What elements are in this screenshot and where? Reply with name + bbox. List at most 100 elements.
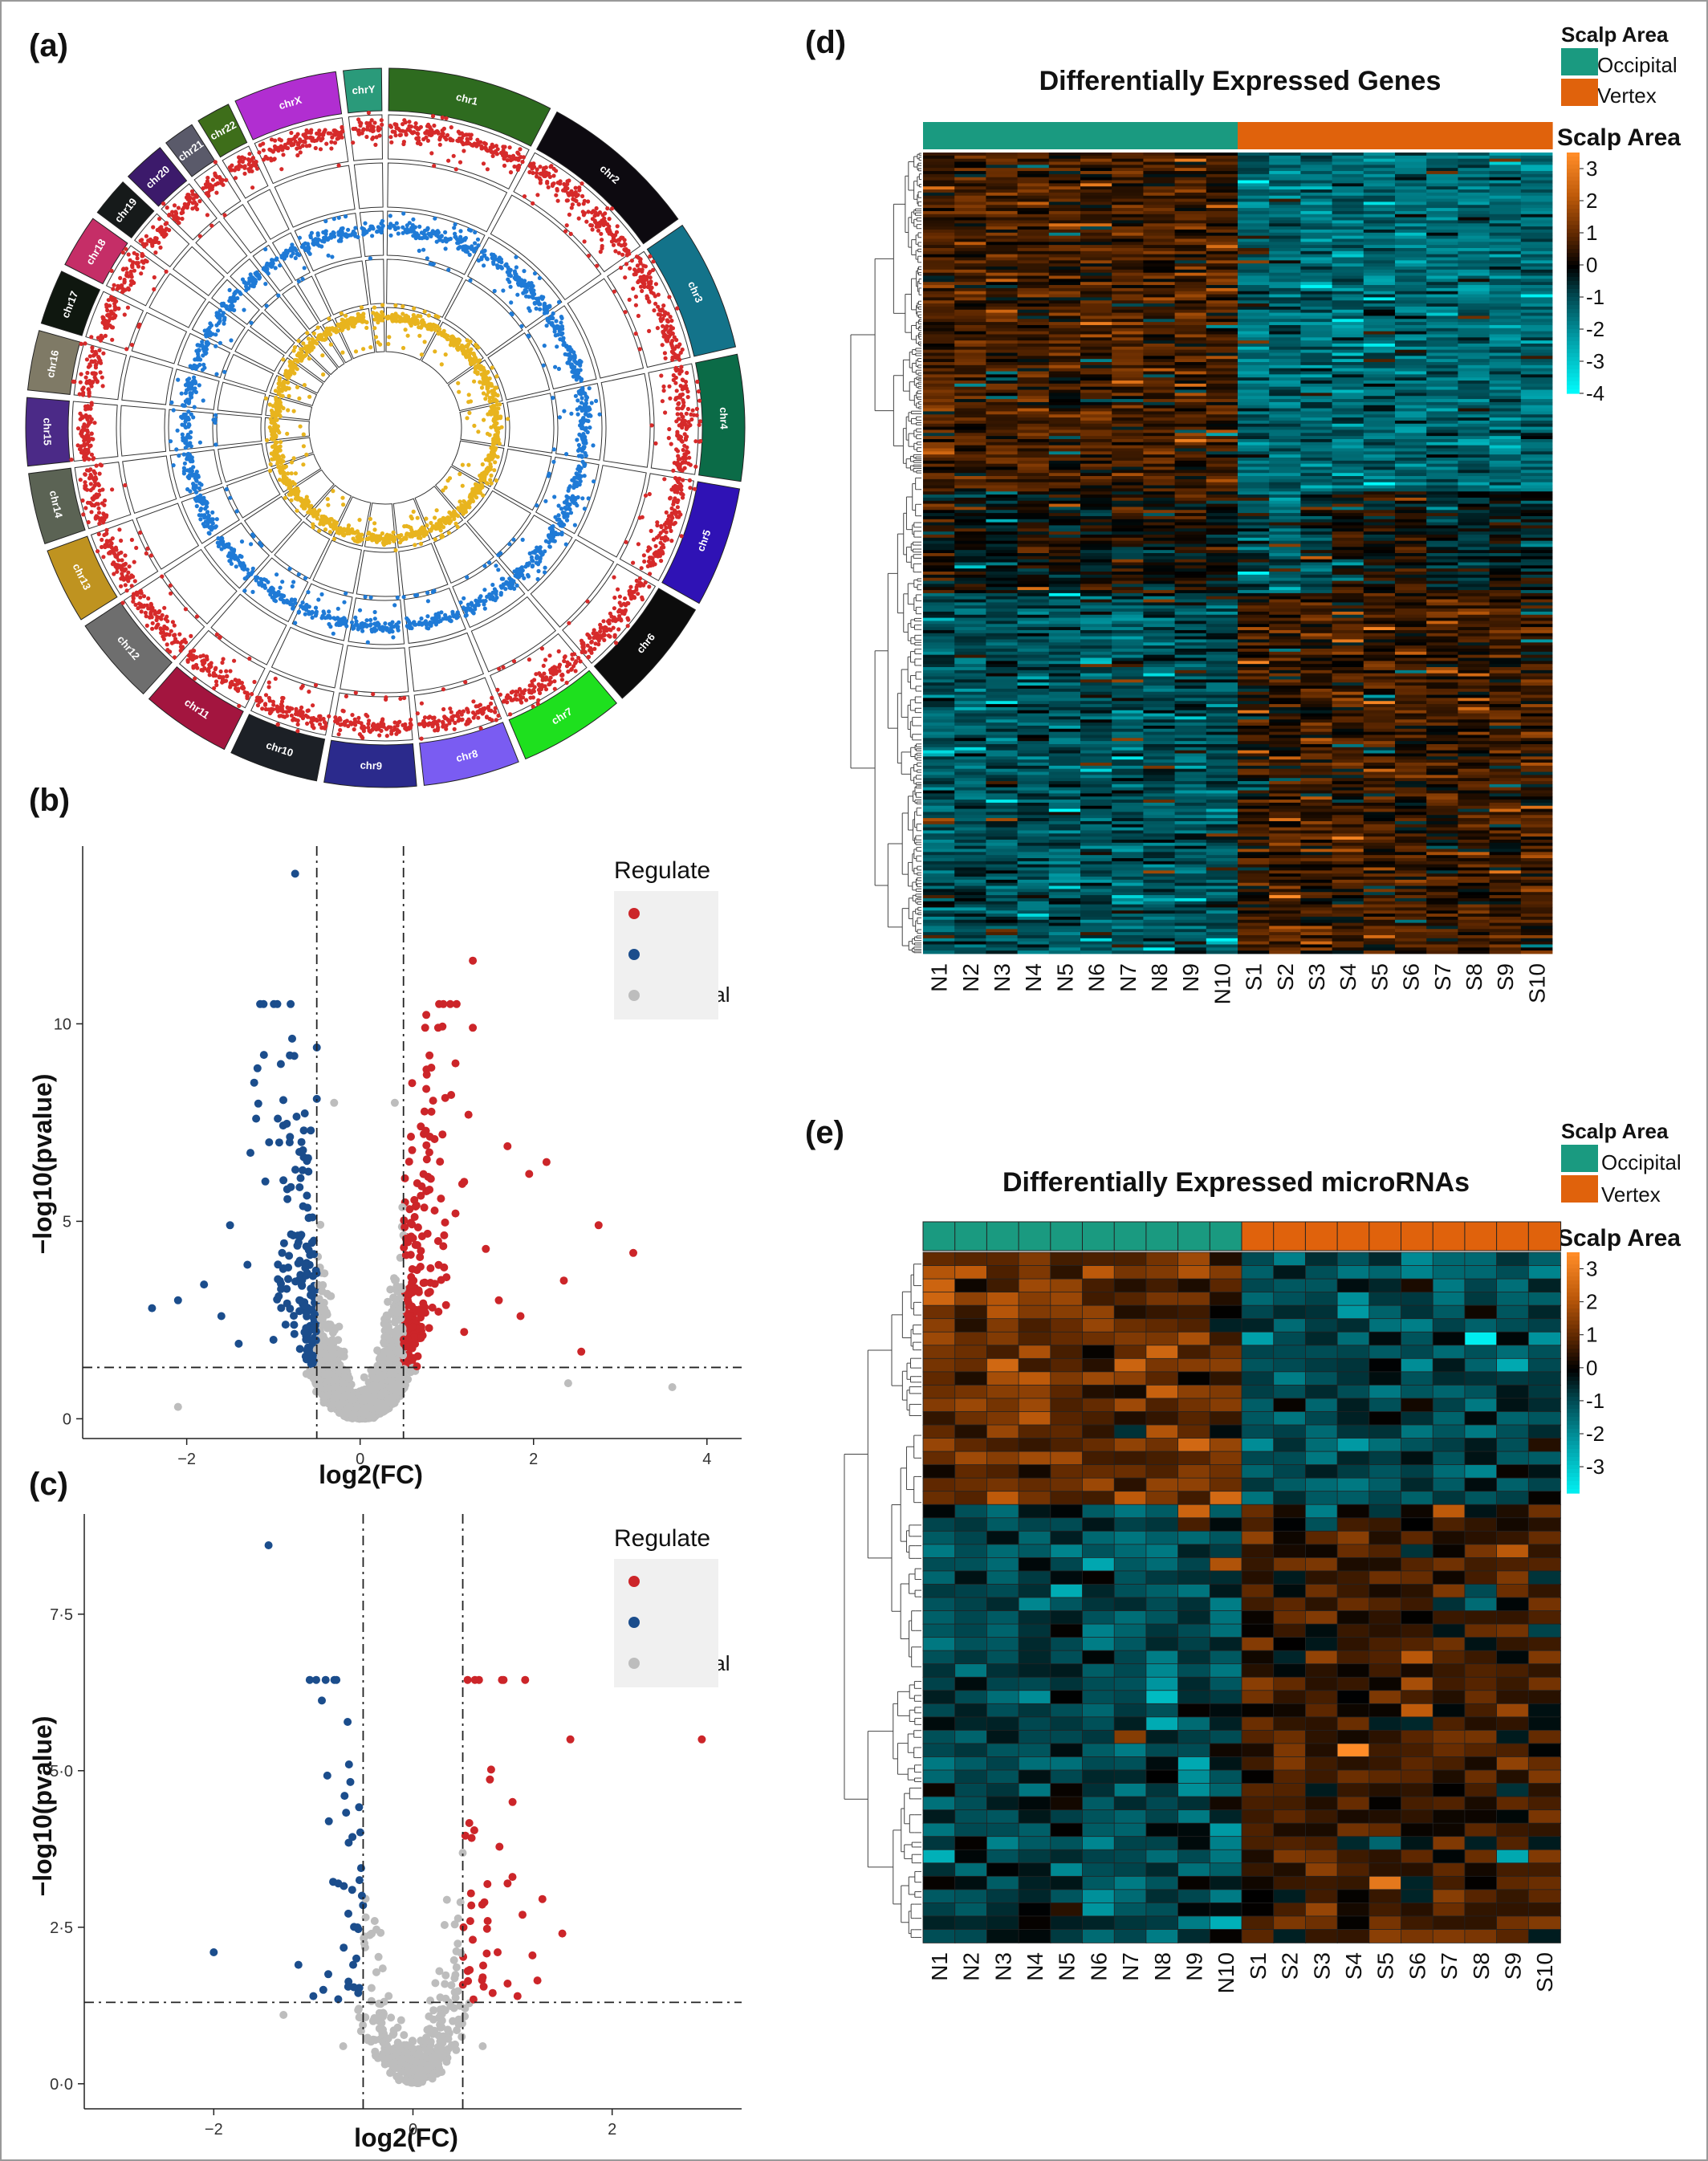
track-point-inner bbox=[391, 530, 396, 535]
track-point-middle bbox=[313, 237, 318, 242]
track-point-outer bbox=[250, 692, 254, 697]
track-point-middle bbox=[417, 235, 422, 241]
track-point-outer bbox=[640, 288, 645, 294]
track-point-inner bbox=[357, 518, 362, 523]
track-point-outer bbox=[98, 518, 103, 523]
track-point-middle bbox=[409, 226, 414, 230]
track-point-middle bbox=[177, 454, 181, 458]
track-point-outer bbox=[131, 596, 136, 601]
track-point-outer bbox=[376, 125, 380, 130]
track-point-middle bbox=[320, 613, 325, 619]
track-point-outer bbox=[493, 710, 498, 714]
track-point-middle bbox=[536, 568, 541, 574]
track-cell-chr16 bbox=[217, 381, 266, 416]
track-point-middle bbox=[209, 323, 214, 328]
track-point-middle bbox=[474, 246, 478, 250]
track-point-outer bbox=[634, 578, 639, 584]
track-point-outer bbox=[685, 370, 689, 376]
track-point-outer bbox=[214, 190, 219, 195]
track-point-middle bbox=[588, 425, 592, 430]
track-point-inner bbox=[496, 438, 501, 443]
track-point-outer bbox=[610, 618, 616, 623]
track-point-outer bbox=[180, 639, 185, 644]
track-point-outer bbox=[379, 118, 384, 123]
track-point-outer bbox=[280, 148, 285, 153]
track-point-outer bbox=[96, 549, 100, 554]
track-point-outer bbox=[110, 487, 115, 492]
track-point-middle bbox=[564, 452, 569, 457]
track-point-outer bbox=[657, 308, 662, 313]
track-point-middle bbox=[486, 560, 492, 565]
track-point-outer bbox=[296, 142, 301, 147]
track-point-middle bbox=[514, 574, 519, 580]
track-point-inner bbox=[460, 462, 466, 467]
track-point-outer bbox=[457, 717, 462, 722]
track-point-outer bbox=[602, 216, 607, 221]
track-point-outer bbox=[509, 698, 514, 702]
track-point-outer bbox=[242, 171, 247, 176]
panel-label-d: (d) bbox=[805, 25, 846, 60]
track-point-outer bbox=[655, 523, 660, 528]
track-point-inner bbox=[494, 402, 499, 407]
track-point-inner bbox=[385, 316, 390, 321]
track-point-outer bbox=[585, 599, 590, 604]
track-point-inner bbox=[493, 385, 498, 390]
chromosome-label-chr15: chr15 bbox=[41, 417, 53, 446]
track-point-middle bbox=[562, 409, 567, 413]
track-point-outer bbox=[165, 642, 169, 647]
track-point-outer bbox=[527, 683, 532, 688]
track-point-outer bbox=[177, 632, 182, 637]
track-point-outer bbox=[429, 151, 434, 156]
track-point-outer bbox=[384, 695, 388, 700]
track-point-outer bbox=[648, 275, 653, 280]
track-point-outer bbox=[425, 138, 431, 143]
track-point-middle bbox=[541, 295, 546, 299]
track-point-inner bbox=[483, 458, 489, 462]
track-point-middle bbox=[569, 411, 574, 416]
track-point-outer bbox=[153, 250, 158, 255]
track-point-outer bbox=[681, 447, 685, 453]
track-point-inner bbox=[409, 514, 413, 519]
track-point-outer bbox=[83, 480, 87, 485]
track-point-outer bbox=[441, 719, 445, 725]
track-point-middle bbox=[489, 593, 494, 598]
track-point-middle bbox=[556, 366, 562, 372]
track-point-outer bbox=[673, 508, 677, 513]
track-point-outer bbox=[356, 132, 361, 136]
track-point-inner bbox=[468, 499, 474, 503]
track-point-outer bbox=[194, 202, 199, 207]
track-point-outer bbox=[660, 343, 665, 348]
track-point-outer bbox=[145, 546, 150, 551]
track-point-outer bbox=[484, 715, 490, 720]
track-point-outer bbox=[669, 324, 673, 329]
track-point-inner bbox=[458, 499, 462, 504]
track-point-inner bbox=[413, 315, 418, 320]
track-point-outer bbox=[89, 359, 94, 364]
track-point-middle bbox=[453, 222, 458, 227]
track-point-outer bbox=[214, 173, 218, 178]
track-cell-chr8 bbox=[409, 632, 485, 692]
track-point-outer bbox=[85, 442, 90, 446]
track-point-inner bbox=[493, 420, 498, 425]
track-point-outer bbox=[261, 148, 266, 153]
track-cell-chr7 bbox=[433, 522, 494, 584]
track-point-outer bbox=[173, 210, 178, 214]
track-cell-chr17 bbox=[131, 311, 188, 364]
track-point-middle bbox=[293, 621, 298, 625]
track-point-middle bbox=[190, 459, 195, 464]
track-cell-chr3 bbox=[567, 278, 645, 379]
track-point-middle bbox=[478, 596, 482, 600]
track-point-outer bbox=[83, 506, 88, 511]
track-cell-chr9 bbox=[356, 550, 401, 597]
track-point-middle bbox=[491, 262, 496, 267]
track-point-outer bbox=[467, 141, 472, 146]
chromosome-label-chr8: chr8 bbox=[455, 747, 479, 764]
track-point-outer bbox=[518, 155, 523, 160]
track-point-middle bbox=[203, 501, 208, 506]
track-point-outer bbox=[629, 258, 635, 263]
track-point-inner bbox=[489, 473, 494, 478]
track-point-middle bbox=[227, 551, 232, 556]
track-point-outer bbox=[505, 158, 510, 163]
track-point-middle bbox=[544, 324, 549, 328]
track-point-outer bbox=[396, 730, 401, 735]
